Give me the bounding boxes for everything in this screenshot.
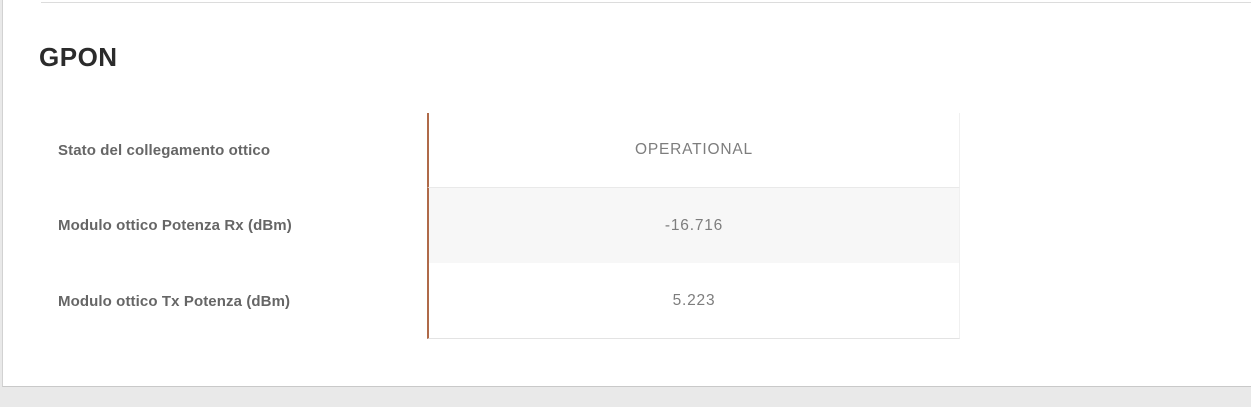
row-value-optical-link-status: OPERATIONAL [427,113,960,188]
row-label-rx-power: Modulo ottico Potenza Rx (dBm) [58,217,292,234]
row-value-rx-power: -16.716 [427,188,960,263]
row-label-optical-link-status: Stato del collegamento ottico [58,142,271,159]
gpon-status-table: Stato del collegamento ottico OPERATIONA… [3,113,960,339]
section-title: GPON [39,42,118,72]
gpon-card: GPON Stato del collegamento ottico OPERA… [2,0,1251,387]
top-divider [41,2,1251,3]
page-background-strip [0,387,1251,407]
table-row: Modulo ottico Tx Potenza (dBm) 5.223 [3,263,960,339]
table-row: Stato del collegamento ottico OPERATIONA… [3,113,960,188]
row-label-tx-power: Modulo ottico Tx Potenza (dBm) [58,292,291,310]
row-value-tx-power: 5.223 [427,263,960,339]
table-row: Modulo ottico Potenza Rx (dBm) -16.716 [3,188,960,263]
